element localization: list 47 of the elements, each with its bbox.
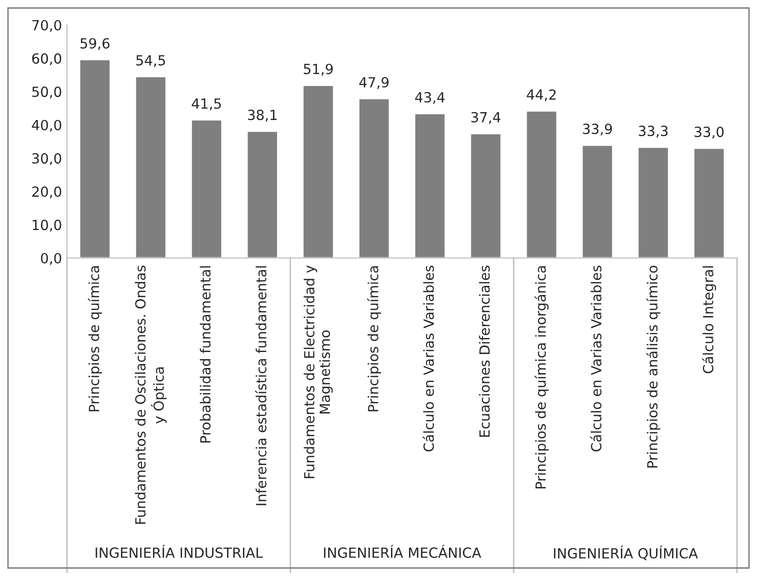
y-tick-label: 30,0 (32, 153, 62, 166)
y-tick-label: 70,0 (32, 20, 62, 32)
bar (134, 76, 167, 258)
y-tick-label: 20,0 (32, 186, 62, 198)
bar (246, 130, 278, 258)
x-tick-label: Fundamentos de Electricidad y Magnetismo (304, 265, 333, 478)
x-tick-label: Ecuaciones Diferenciales (479, 266, 490, 437)
x-tick-label: Cálculo en Varias Variables (590, 266, 602, 452)
bar (526, 110, 558, 258)
x-tick-label: Inferencia estadística fundamental (255, 266, 266, 506)
text: INGENIERÍA MECÁNICA (324, 544, 482, 558)
data-label: 33,3 (638, 126, 668, 138)
x-tick-label: Principios de química inorgánica (534, 266, 549, 488)
data-label: 54,5 (136, 55, 165, 67)
x-tick-label: Cálculo en Varias Variables (422, 266, 434, 452)
bar (78, 58, 111, 258)
data-label: 41,5 (192, 98, 221, 110)
x-tick-label: Principios de química (88, 266, 102, 412)
bar (414, 112, 446, 258)
y-tick-label: 10,0 (32, 220, 62, 232)
y-tick-label: 60,0 (32, 53, 62, 66)
bar (190, 119, 223, 258)
bar (637, 146, 670, 258)
bar (581, 144, 614, 258)
text: INGENIERÍA INDUSTRIAL (96, 544, 263, 558)
bar (302, 84, 334, 258)
bar (358, 98, 390, 258)
y-tick-label: 0,0 (40, 252, 62, 265)
y-tick-label: 40,0 (32, 120, 62, 132)
data-label: 51,9 (304, 64, 333, 76)
x-tick-label: Principios de análisis químico (646, 266, 660, 468)
data-label: 44,2 (526, 89, 556, 102)
data-label: 33,9 (583, 124, 612, 136)
bar (693, 147, 726, 258)
data-label: 37,4 (471, 112, 500, 124)
data-label: 47,9 (359, 77, 389, 89)
x-tick-label: Fundamentos de Oscilaciones. Ondas y Óptica (134, 266, 167, 524)
data-label: 33,0 (694, 126, 724, 139)
data-label: 59,6 (80, 38, 110, 50)
x-tick-label: Cálculo Integral (702, 266, 716, 374)
x-tick-label: Principios de química (367, 266, 382, 412)
data-label: 38,1 (248, 110, 277, 122)
bar (470, 132, 502, 258)
data-label: 43,4 (415, 92, 445, 104)
y-tick-label: 50,0 (32, 86, 62, 98)
x-tick-label: Probabilidad fundamental (200, 266, 211, 442)
text: INGENIERÍA QUÍMICA (554, 545, 698, 560)
